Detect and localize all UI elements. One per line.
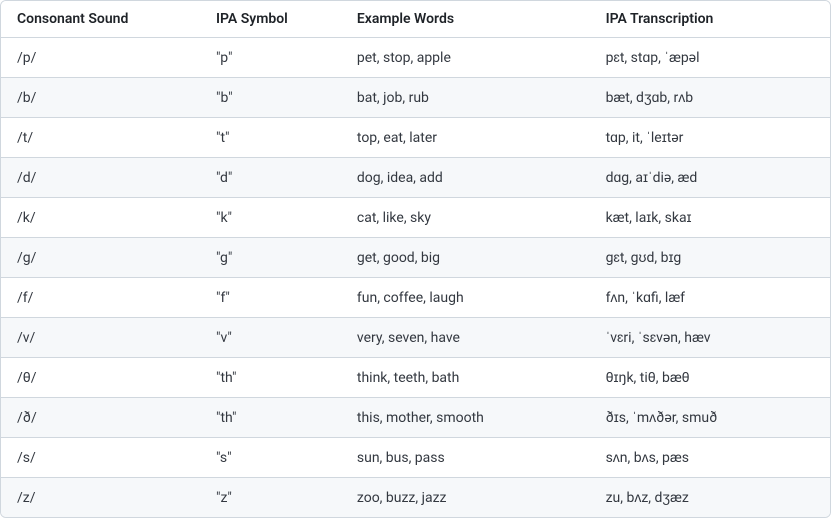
cell-symbol: "b" [200,78,341,118]
cell-trans: pɛt, stɑp, ˈæpəl [590,38,830,78]
cell-words: cat, like, sky [341,198,590,238]
cell-words: zoo, buzz, jazz [341,478,590,518]
cell-trans: zu, bʌz, dʒæz [590,478,830,518]
table-row: /z/"z"zoo, buzz, jazzzu, bʌz, dʒæz [1,478,830,518]
cell-symbol: "p" [200,38,341,78]
cell-sound: /g/ [1,238,200,278]
table-row: /v/"v"very, seven, haveˈvɛri, ˈsɛvən, hæ… [1,318,830,358]
cell-words: very, seven, have [341,318,590,358]
table-body: /p/"p"pet, stop, applepɛt, stɑp, ˈæpəl/b… [1,38,830,518]
cell-trans: kæt, laɪk, skaɪ [590,198,830,238]
header-row: Consonant SoundIPA SymbolExample WordsIP… [1,1,830,38]
cell-words: this, mother, smooth [341,398,590,438]
cell-trans: ˈvɛri, ˈsɛvən, hæv [590,318,830,358]
cell-words: dog, idea, add [341,158,590,198]
cell-sound: /ð/ [1,398,200,438]
cell-trans: θɪŋk, tiθ, bæθ [590,358,830,398]
column-header-symbol: IPA Symbol [200,1,341,38]
cell-symbol: "z" [200,478,341,518]
cell-words: pet, stop, apple [341,38,590,78]
table-row: /θ/"th"think, teeth, bathθɪŋk, tiθ, bæθ [1,358,830,398]
table-header: Consonant SoundIPA SymbolExample WordsIP… [1,1,830,38]
cell-sound: /k/ [1,198,200,238]
column-header-trans: IPA Transcription [590,1,830,38]
cell-trans: sʌn, bʌs, pæs [590,438,830,478]
table-row: /f/"f"fun, coffee, laughfʌn, ˈkɑfi, læf [1,278,830,318]
table-row: /g/"g"get, good, biggɛt, gʊd, bɪg [1,238,830,278]
cell-symbol: "d" [200,158,341,198]
cell-sound: /f/ [1,278,200,318]
cell-sound: /b/ [1,78,200,118]
cell-trans: dɑg, aɪˈdiə, æd [590,158,830,198]
cell-sound: /p/ [1,38,200,78]
cell-words: top, eat, later [341,118,590,158]
table-row: /s/"s"sun, bus, passsʌn, bʌs, pæs [1,438,830,478]
cell-trans: tɑp, it, ˈleɪtər [590,118,830,158]
cell-sound: /d/ [1,158,200,198]
table-row: /d/"d"dog, idea, adddɑg, aɪˈdiə, æd [1,158,830,198]
table-row: /ð/"th"this, mother, smoothðɪs, ˈmʌðər, … [1,398,830,438]
table-row: /t/"t"top, eat, latertɑp, it, ˈleɪtər [1,118,830,158]
cell-words: sun, bus, pass [341,438,590,478]
cell-sound: /s/ [1,438,200,478]
cell-words: fun, coffee, laugh [341,278,590,318]
cell-symbol: "v" [200,318,341,358]
cell-sound: /t/ [1,118,200,158]
table-row: /k/"k"cat, like, skykæt, laɪk, skaɪ [1,198,830,238]
ipa-table: Consonant SoundIPA SymbolExample WordsIP… [1,1,830,517]
consonant-sounds-table: Consonant SoundIPA SymbolExample WordsIP… [0,0,831,518]
cell-trans: bæt, dʒɑb, rʌb [590,78,830,118]
cell-words: think, teeth, bath [341,358,590,398]
cell-symbol: "th" [200,358,341,398]
cell-symbol: "g" [200,238,341,278]
column-header-sound: Consonant Sound [1,1,200,38]
cell-sound: /z/ [1,478,200,518]
cell-sound: /θ/ [1,358,200,398]
table-row: /p/"p"pet, stop, applepɛt, stɑp, ˈæpəl [1,38,830,78]
table-row: /b/"b"bat, job, rubbæt, dʒɑb, rʌb [1,78,830,118]
cell-trans: fʌn, ˈkɑfi, læf [590,278,830,318]
cell-symbol: "k" [200,198,341,238]
cell-words: get, good, big [341,238,590,278]
cell-sound: /v/ [1,318,200,358]
cell-symbol: "s" [200,438,341,478]
cell-trans: ðɪs, ˈmʌðər, smuð [590,398,830,438]
cell-symbol: "th" [200,398,341,438]
cell-words: bat, job, rub [341,78,590,118]
cell-symbol: "f" [200,278,341,318]
cell-symbol: "t" [200,118,341,158]
cell-trans: gɛt, gʊd, bɪg [590,238,830,278]
column-header-words: Example Words [341,1,590,38]
